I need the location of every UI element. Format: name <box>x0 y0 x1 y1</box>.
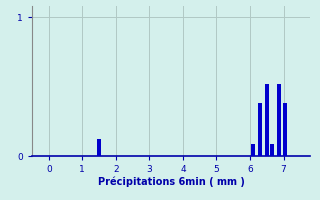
Bar <box>252 144 255 156</box>
Bar <box>283 103 287 156</box>
Bar <box>97 139 101 156</box>
X-axis label: Précipitations 6min ( mm ): Précipitations 6min ( mm ) <box>98 177 244 187</box>
Bar <box>276 84 281 156</box>
Bar <box>258 103 262 156</box>
Bar <box>270 144 274 156</box>
Bar <box>265 84 269 156</box>
